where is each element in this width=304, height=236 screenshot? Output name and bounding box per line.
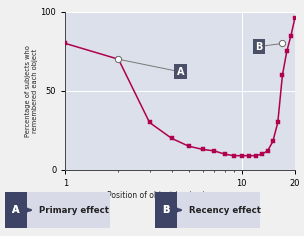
FancyBboxPatch shape [155, 192, 177, 228]
Text: Primary effect: Primary effect [39, 206, 109, 215]
Text: A: A [12, 205, 20, 215]
FancyBboxPatch shape [5, 192, 27, 228]
Text: B: B [255, 42, 263, 52]
FancyBboxPatch shape [155, 192, 260, 228]
X-axis label: Position of object in viewing sequence: Position of object in viewing sequence [107, 191, 253, 200]
FancyBboxPatch shape [5, 192, 27, 228]
Y-axis label: Percentage of subjects who
remembered each object: Percentage of subjects who remembered ea… [25, 45, 38, 137]
Text: Recency effect: Recency effect [189, 206, 261, 215]
Text: A: A [177, 67, 184, 77]
FancyBboxPatch shape [5, 192, 110, 228]
Text: B: B [162, 205, 170, 215]
Text: B: B [162, 205, 170, 215]
FancyBboxPatch shape [155, 192, 177, 228]
Text: A: A [12, 205, 20, 215]
